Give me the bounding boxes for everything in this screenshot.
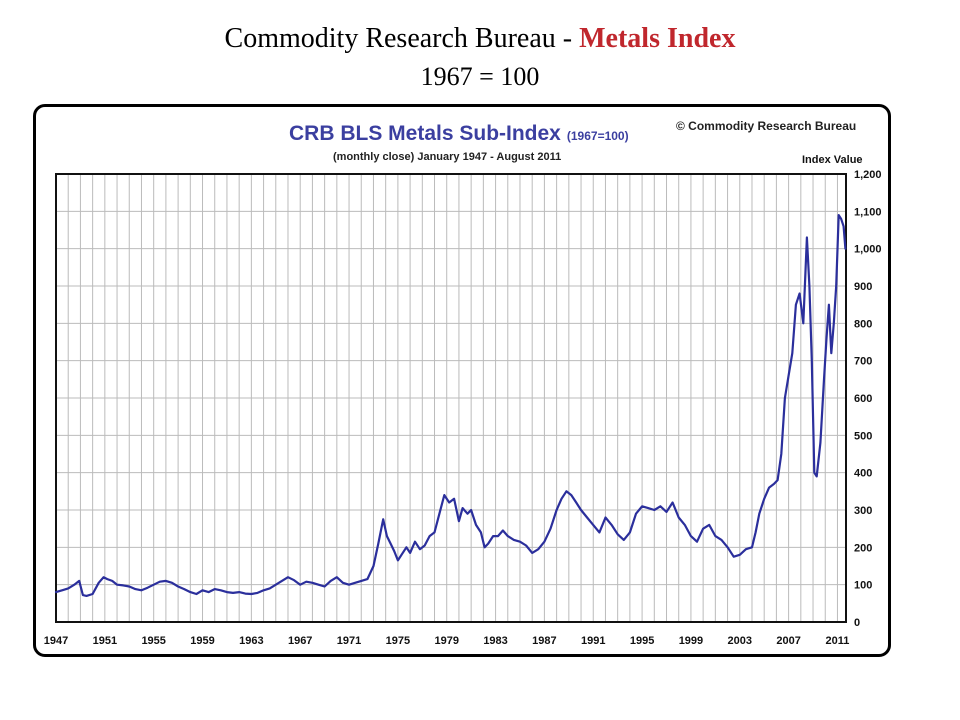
y-tick-label: 800 (854, 318, 872, 330)
series-layer (54, 213, 847, 597)
x-tick-label: 1975 (386, 635, 410, 647)
y-tick-label: 500 (854, 430, 872, 442)
tick-labels: 0 100 200 300 400 500 600 700 800 900 1,000 1,100 1,… (44, 169, 882, 647)
slide-title-prefix: Commodity Research Bureau - (224, 23, 580, 54)
y-tick-label: 300 (854, 505, 872, 517)
y-tick-label: 700 (854, 356, 872, 368)
y-tick-label: 200 (854, 542, 872, 554)
x-tick-label: 1987 (532, 635, 556, 647)
x-tick-label: 1967 (288, 635, 312, 647)
x-tick-label: 2011 (826, 635, 850, 647)
slide-title: Commodity Research Bureau - Metals Index (0, 22, 960, 56)
x-tick-label: 2007 (776, 635, 800, 647)
x-tick-label: 1995 (630, 635, 654, 647)
slide-title-accent: Metals Index (579, 23, 736, 54)
x-tick-label: 1955 (141, 635, 165, 647)
y-tick-label: 1,100 (854, 206, 882, 218)
y-axis-label: Index Value (802, 154, 863, 166)
y-tick-label: 1,000 (854, 244, 882, 256)
chart-title: CRB BLS Metals Sub-Index (1967=100) (289, 122, 629, 145)
x-tick-label: 2003 (728, 635, 752, 647)
y-tick-label: 400 (854, 468, 872, 480)
y-tick-label: 600 (854, 393, 872, 405)
y-tick-label: 900 (854, 281, 872, 293)
x-tick-label: 1991 (581, 635, 605, 647)
chart-title-main: CRB BLS Metals Sub-Index (289, 122, 561, 145)
plot-border (55, 173, 847, 623)
chart-frame: CRB BLS Metals Sub-Index (1967=100) (mont… (33, 104, 891, 657)
x-tick-label: 1963 (239, 635, 263, 647)
x-tick-label: 1951 (93, 635, 117, 647)
x-tick-label: 1979 (434, 635, 458, 647)
chart-copyright: © Commodity Research Bureau (676, 119, 856, 133)
series-line-metals-index (54, 213, 847, 597)
y-tick-label: 0 (854, 617, 860, 629)
x-tick-label: 1947 (44, 635, 68, 647)
x-tick-label: 1971 (337, 635, 361, 647)
x-tick-label: 1959 (190, 635, 214, 647)
y-tick-label: 100 (854, 580, 872, 592)
metals-index-chart: CRB BLS Metals Sub-Index (1967=100) (mont… (44, 119, 882, 647)
x-tick-label: 1999 (679, 635, 703, 647)
chart-title-suffix: (1967=100) (567, 129, 629, 143)
y-tick-label: 1,200 (854, 169, 882, 181)
x-tick-label: 1983 (483, 635, 507, 647)
grid (55, 173, 846, 623)
chart-subtitle: (monthly close) January 1947 - August 20… (333, 151, 561, 163)
slide-subtitle: 1967 = 100 (420, 62, 540, 91)
